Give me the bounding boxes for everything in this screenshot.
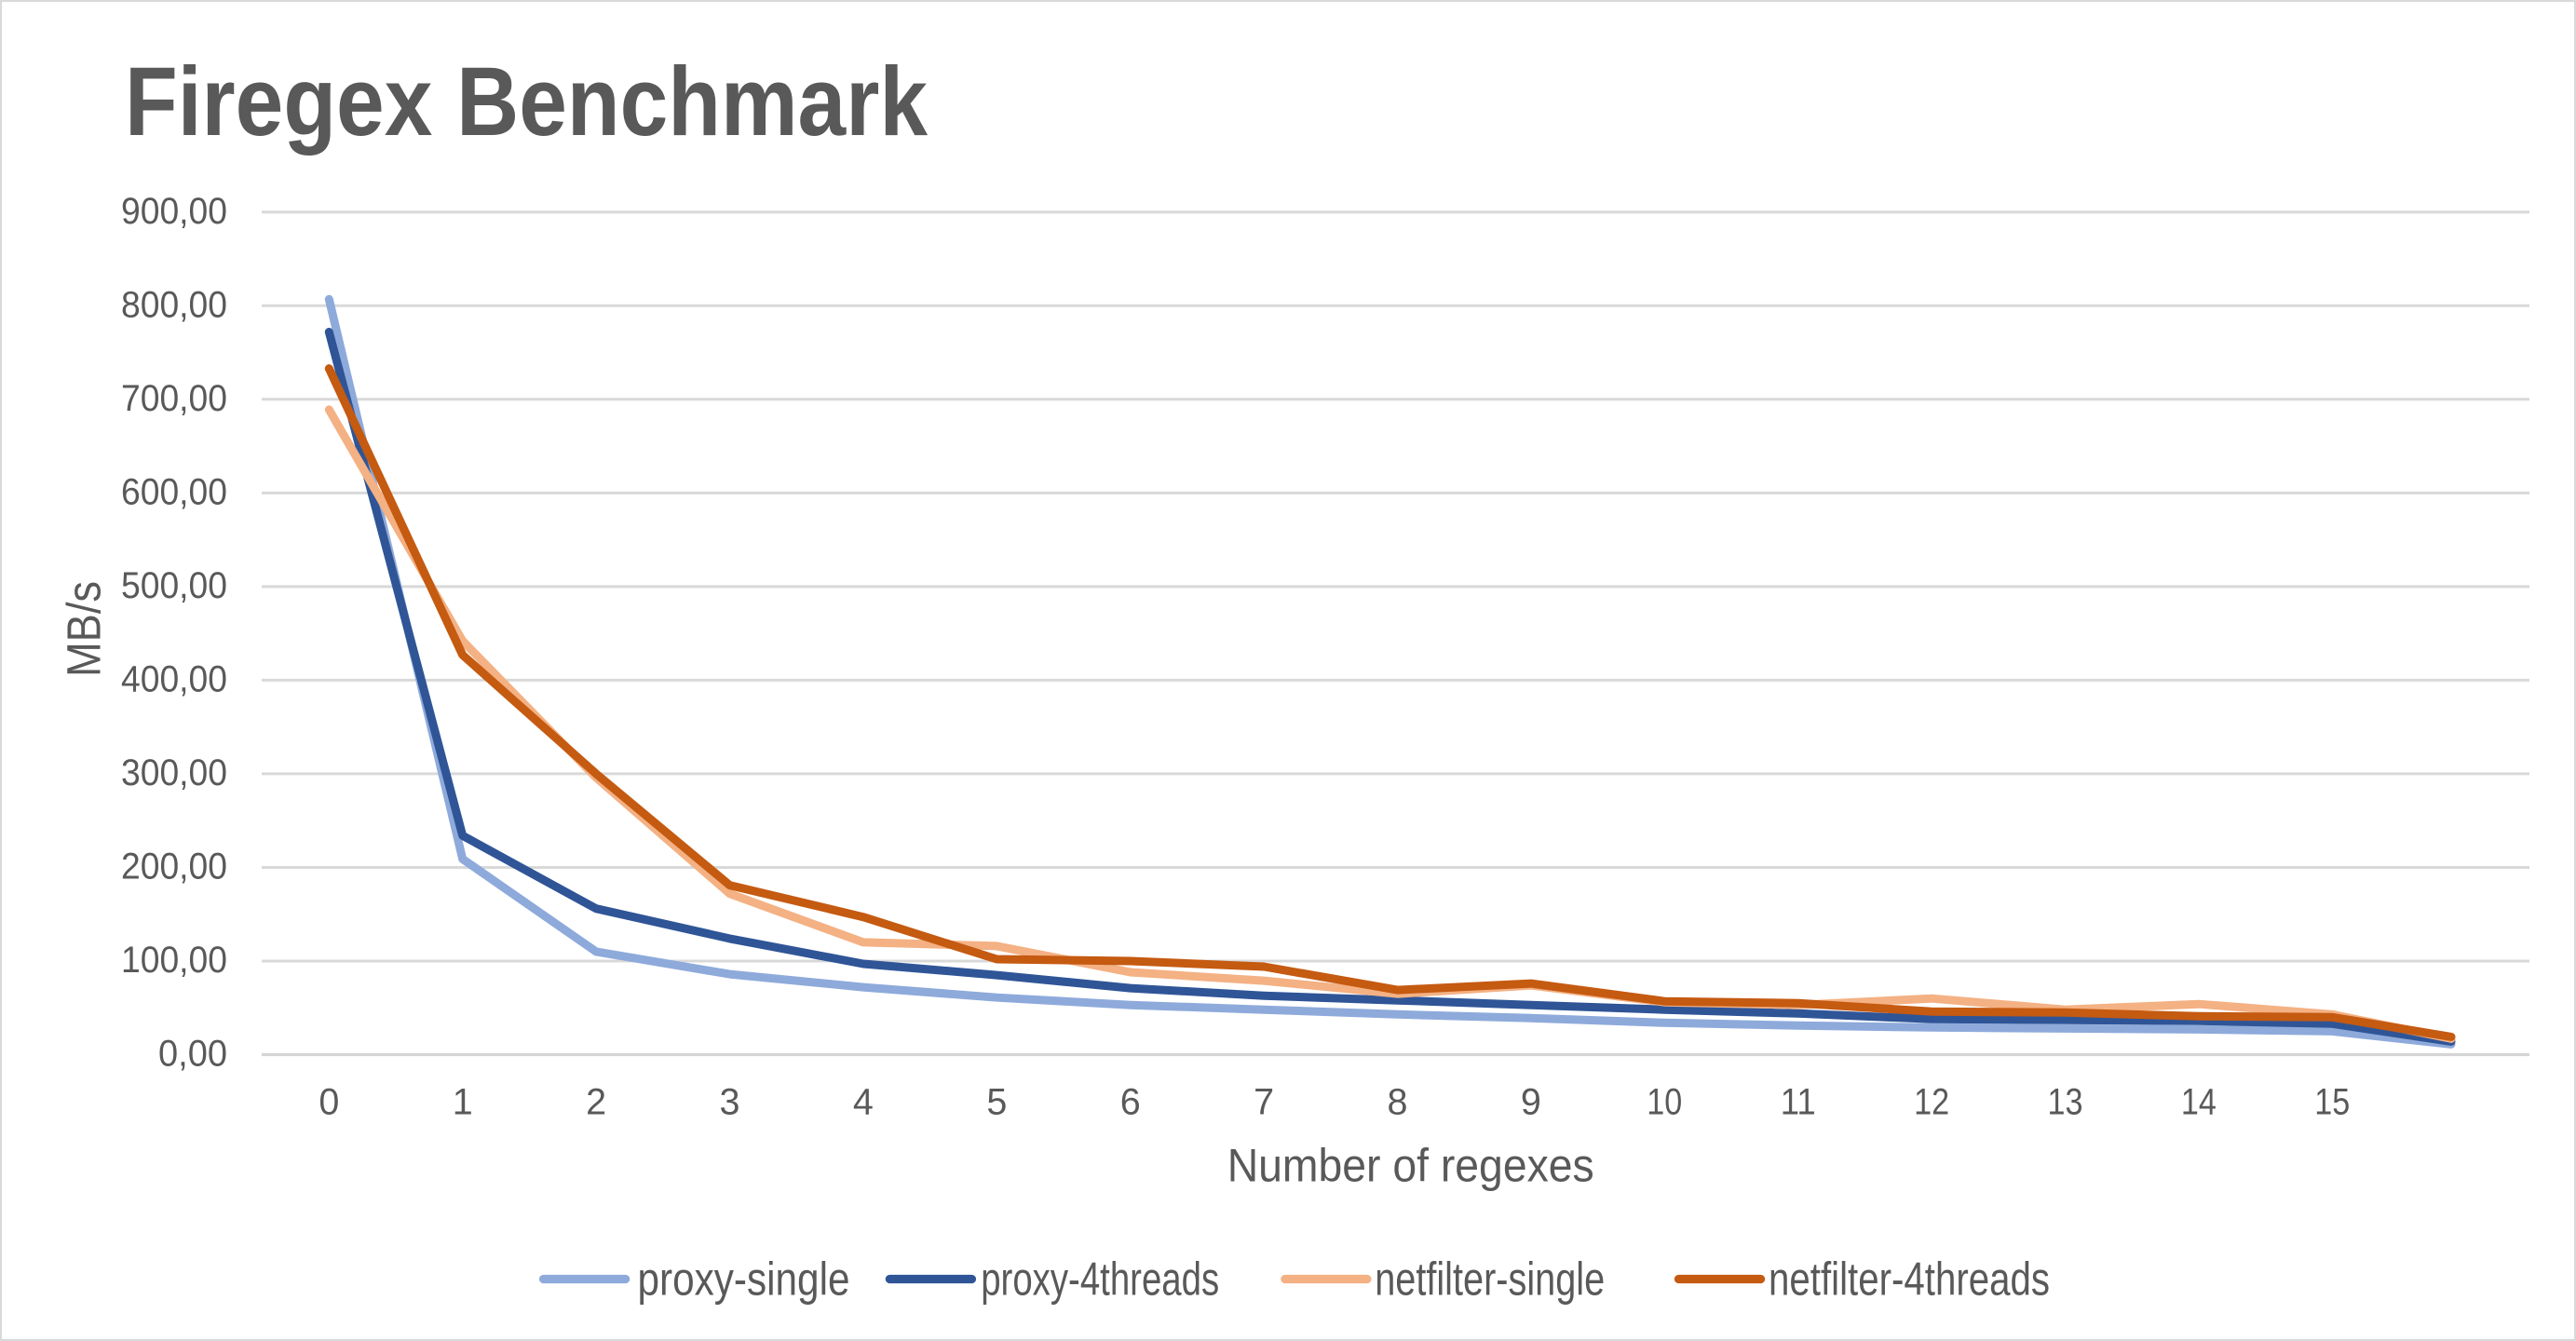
svg-text:netfilter-4threads: netfilter-4threads	[1769, 1253, 2050, 1306]
svg-text:0: 0	[319, 1082, 339, 1123]
svg-text:Firegex Benchmark: Firegex Benchmark	[125, 47, 929, 156]
svg-text:10: 10	[1647, 1082, 1682, 1123]
svg-text:6: 6	[1120, 1082, 1141, 1123]
svg-text:8: 8	[1388, 1082, 1408, 1123]
svg-text:9: 9	[1521, 1082, 1541, 1123]
svg-text:800,00: 800,00	[121, 284, 227, 325]
svg-text:Number of regexes: Number of regexes	[1227, 1139, 1594, 1191]
svg-text:5: 5	[986, 1082, 1007, 1123]
svg-text:500,00: 500,00	[121, 565, 227, 606]
svg-text:12: 12	[1914, 1082, 1949, 1123]
svg-text:netfilter-single: netfilter-single	[1375, 1253, 1605, 1306]
svg-text:300,00: 300,00	[121, 752, 227, 793]
svg-text:proxy-4threads: proxy-4threads	[981, 1253, 1219, 1306]
svg-text:15: 15	[2314, 1082, 2350, 1123]
svg-text:700,00: 700,00	[121, 378, 227, 419]
svg-text:200,00: 200,00	[121, 846, 227, 887]
svg-text:11: 11	[1781, 1082, 1816, 1123]
svg-text:2: 2	[586, 1082, 606, 1123]
svg-text:proxy-single: proxy-single	[638, 1253, 850, 1306]
svg-text:13: 13	[2048, 1082, 2083, 1123]
svg-text:1: 1	[453, 1082, 473, 1123]
svg-text:600,00: 600,00	[121, 471, 227, 512]
svg-text:3: 3	[720, 1082, 740, 1123]
svg-text:7: 7	[1254, 1082, 1274, 1123]
svg-text:4: 4	[853, 1082, 874, 1123]
svg-text:MB/s: MB/s	[58, 581, 111, 677]
svg-text:400,00: 400,00	[121, 658, 227, 699]
svg-text:100,00: 100,00	[121, 940, 227, 981]
svg-text:0,00: 0,00	[158, 1034, 227, 1075]
svg-text:14: 14	[2181, 1082, 2217, 1123]
svg-text:900,00: 900,00	[121, 191, 227, 232]
